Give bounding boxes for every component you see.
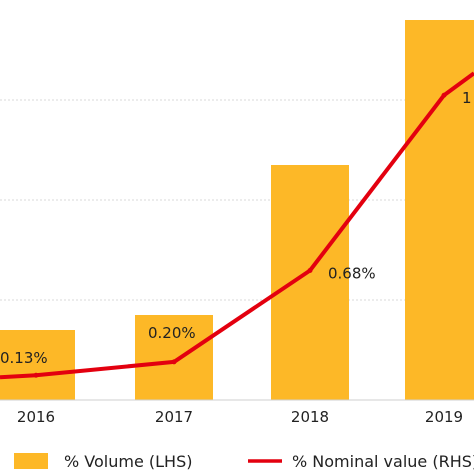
data-label-2017: 0.20%	[148, 324, 196, 342]
line-point-2019	[441, 92, 447, 98]
x-tick-2017: 2017	[155, 408, 193, 426]
legend-label-volume: % Volume (LHS)	[64, 452, 192, 471]
legend: % Volume (LHS) % Nominal value (RHS)	[14, 452, 474, 471]
bar-2018	[271, 165, 349, 400]
x-tick-2016: 2016	[17, 408, 55, 426]
legend-swatch-volume	[14, 453, 48, 469]
line-point-2017	[171, 359, 177, 365]
gridlines	[0, 99, 474, 301]
line-point-2018	[307, 267, 313, 273]
data-label-2018: 0.68%	[328, 264, 376, 282]
x-tick-2018: 2018	[291, 408, 329, 426]
data-label-2016: 0.13%	[0, 349, 48, 367]
data-label-2019: 1	[462, 89, 472, 107]
bar-2017	[135, 315, 213, 400]
bar-2019	[405, 20, 474, 400]
x-tick-labels: 2016 2017 2018 2019	[17, 408, 463, 426]
legend-label-nominal: % Nominal value (RHS)	[292, 452, 474, 471]
bar-2016	[0, 330, 75, 400]
line-point-2016	[33, 372, 39, 378]
line-series	[0, 71, 474, 380]
line-nominal-value	[0, 71, 474, 380]
bar-series	[0, 20, 474, 400]
x-tick-2019: 2019	[425, 408, 463, 426]
data-labels: 0.13% 0.20% 0.68% 1	[0, 89, 472, 367]
